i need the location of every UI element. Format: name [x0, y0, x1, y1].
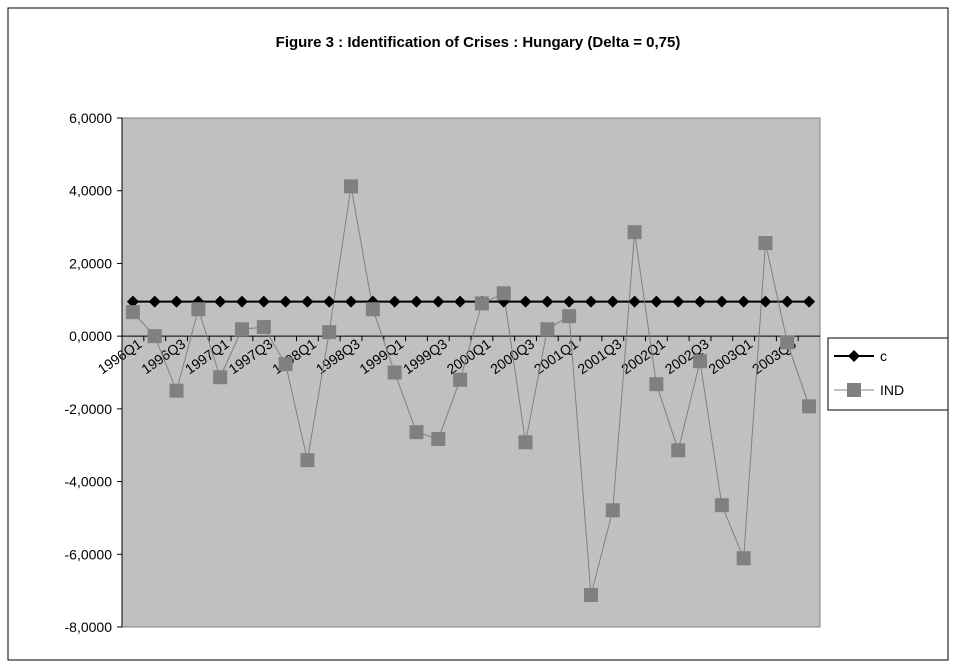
- point: [737, 295, 750, 308]
- y-tick-label: -6,0000: [65, 546, 113, 562]
- point: [803, 295, 816, 308]
- point: [714, 498, 729, 513]
- point: [387, 365, 402, 380]
- point: [563, 295, 576, 308]
- point: [671, 443, 686, 458]
- point: [758, 236, 773, 251]
- point: [672, 295, 685, 308]
- y-tick-label: -4,0000: [65, 474, 113, 490]
- point: [474, 296, 489, 311]
- point: [583, 588, 598, 603]
- point: [432, 295, 445, 308]
- point: [365, 302, 380, 317]
- y-tick-label: 6,0000: [69, 110, 112, 126]
- point: [301, 295, 314, 308]
- point: [410, 295, 423, 308]
- point: [519, 295, 532, 308]
- point: [759, 295, 772, 308]
- point: [715, 295, 728, 308]
- point: [541, 295, 554, 308]
- point: [323, 295, 336, 308]
- legend-label: c: [880, 348, 887, 364]
- y-tick-label: -8,0000: [65, 619, 113, 635]
- point: [781, 295, 794, 308]
- point: [649, 377, 664, 392]
- y-tick-label: -2,0000: [65, 401, 113, 417]
- point: [605, 503, 620, 518]
- y-tick-label: 0,0000: [69, 328, 112, 344]
- point: [278, 357, 293, 372]
- point: [125, 305, 140, 320]
- legend-box: [827, 337, 949, 411]
- point: [584, 295, 597, 308]
- point: [322, 325, 337, 340]
- point: [170, 295, 183, 308]
- point: [562, 309, 577, 324]
- point: [693, 354, 708, 369]
- point: [627, 225, 642, 240]
- legend-marker: [848, 350, 860, 362]
- point: [256, 320, 271, 335]
- point: [344, 179, 359, 194]
- point: [431, 432, 446, 447]
- point: [213, 370, 228, 385]
- point: [257, 295, 270, 308]
- y-tick-label: 4,0000: [69, 183, 112, 199]
- chart-title: Figure 3 : Identification of Crises : Hu…: [276, 34, 681, 51]
- point: [540, 322, 555, 337]
- point: [388, 295, 401, 308]
- point: [191, 302, 206, 317]
- point: [650, 295, 663, 308]
- point: [454, 295, 467, 308]
- point: [694, 295, 707, 308]
- point: [300, 453, 315, 468]
- legend-label: IND: [880, 382, 904, 398]
- point: [453, 372, 468, 387]
- point: [147, 329, 162, 344]
- legend-marker: [847, 383, 861, 397]
- y-tick-label: 2,0000: [69, 255, 112, 271]
- point: [345, 295, 358, 308]
- point: [169, 383, 184, 398]
- point: [780, 335, 795, 350]
- point: [606, 295, 619, 308]
- point: [736, 551, 751, 566]
- point: [518, 435, 533, 450]
- point: [409, 425, 424, 440]
- point: [802, 399, 817, 414]
- point: [496, 286, 511, 301]
- point: [148, 295, 161, 308]
- point: [628, 295, 641, 308]
- point: [235, 295, 248, 308]
- point: [126, 295, 139, 308]
- plot-area: [121, 117, 821, 628]
- point: [279, 295, 292, 308]
- point: [234, 322, 249, 337]
- point: [214, 295, 227, 308]
